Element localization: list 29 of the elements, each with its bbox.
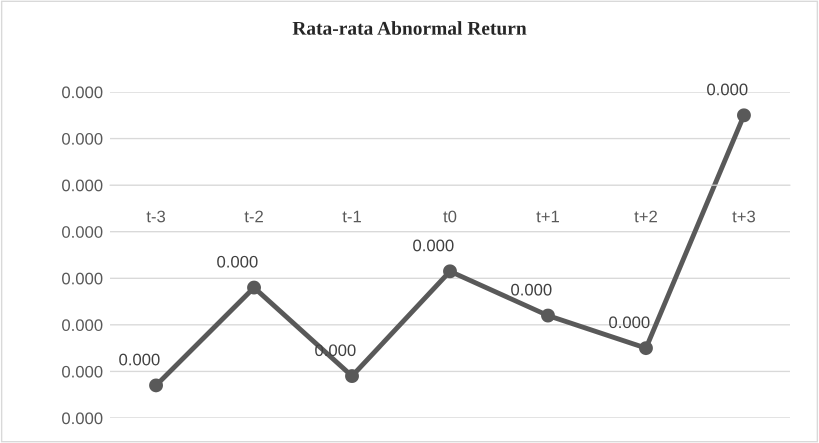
point [247,280,261,295]
x-tick-label: t-1 [342,210,361,222]
data-label: 0.000 [217,256,258,268]
y-tick-label: 0.000 [62,272,102,284]
point [149,378,163,392]
data-label: 0.000 [511,284,552,296]
point [737,108,751,122]
point [345,369,359,384]
y-tick-label: 0.000 [62,180,102,192]
y-tick-label: 0.000 [62,412,102,424]
point [639,341,653,356]
data-label: 0.000 [413,240,454,252]
data-label: 0.000 [707,84,748,96]
y-tick-label: 0.000 [62,319,102,332]
chart-title: Rata-rata Abnormal Return [292,21,526,35]
y-tick-label: 0.000 [62,366,102,378]
x-tick-label: t-3 [146,210,166,222]
x-tick-label: t+1 [536,210,559,222]
x-tick-label: t0 [443,210,456,222]
x-tick-label: t+2 [634,210,657,222]
point [541,308,555,322]
data-label: 0.000 [119,354,160,366]
x-tick-label: t-2 [244,210,263,222]
y-tick-label: 0.000 [62,132,102,145]
data-label: 0.000 [609,316,650,328]
x-tick-label: t+3 [732,210,756,222]
y-tick-label: 0.000 [62,86,102,98]
point [443,264,457,278]
y-tick-label: 0.000 [62,226,102,238]
